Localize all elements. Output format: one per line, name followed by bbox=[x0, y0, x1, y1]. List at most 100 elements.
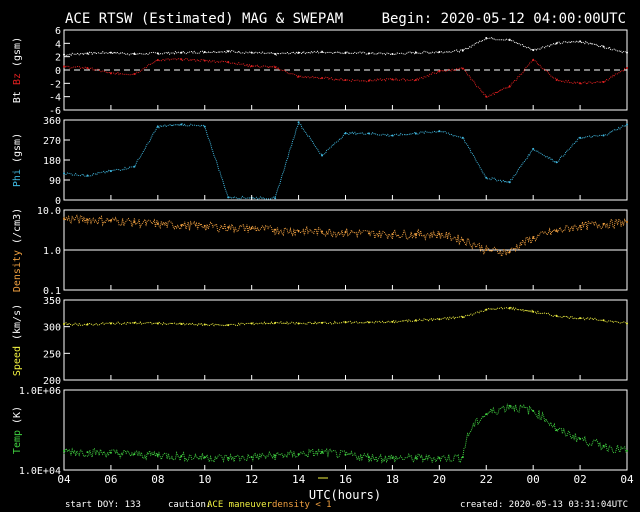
y-tick-label: 10.0 bbox=[37, 206, 61, 217]
x-tick-label: 12 bbox=[245, 473, 258, 486]
data-point bbox=[297, 453, 300, 456]
series-line bbox=[63, 403, 627, 464]
y-axis-label-part: Density bbox=[12, 244, 23, 292]
series-bz bbox=[63, 57, 628, 99]
data-point bbox=[391, 456, 394, 459]
panel-speed: 350 300 250 200 Speed (km/s) bbox=[12, 296, 628, 387]
x-tick-label: 04 bbox=[57, 473, 71, 486]
x-tick-label: 06 bbox=[104, 473, 117, 486]
x-tick-label: 02 bbox=[573, 473, 586, 486]
panel-frame bbox=[63, 389, 628, 471]
y-tick-label: 4 bbox=[55, 39, 61, 50]
series-bt bbox=[63, 36, 628, 57]
y-axis-label: Speed (km/s) bbox=[12, 304, 23, 376]
x-tick-label: 00 bbox=[527, 473, 540, 486]
y-tick-label: -4 bbox=[49, 93, 61, 104]
data-point bbox=[508, 85, 511, 88]
y-axis-label: Density (/cm3) bbox=[12, 208, 23, 292]
series-speed bbox=[63, 306, 628, 327]
data-point bbox=[532, 147, 535, 150]
created-time: created: 2020-05-13 03:31:04UTC bbox=[460, 500, 628, 510]
data-point bbox=[297, 121, 300, 124]
y-tick-label: 1.0E+06 bbox=[19, 386, 61, 397]
panel-frame bbox=[63, 299, 628, 381]
caution-maneuver: ACE maneuver bbox=[207, 500, 273, 510]
begin-time: Begin: 2020-05-12 04:00:00UTC bbox=[382, 11, 626, 27]
y-tick-label: 180 bbox=[43, 156, 61, 167]
x-tick-label: 20 bbox=[433, 473, 446, 486]
x-tick-label: 14 bbox=[292, 473, 306, 486]
data-point bbox=[626, 322, 628, 325]
panel-phi: 360 270 180 90 0 Phi (gsm) bbox=[12, 116, 628, 207]
x-tick-label: 04 bbox=[620, 473, 634, 486]
data-point bbox=[602, 444, 605, 447]
y-axis-label-part: (gsm) bbox=[12, 133, 23, 163]
y-axis-label-part: (km/s) bbox=[12, 304, 23, 340]
chart-title: ACE RTSW (Estimated) MAG & SWEPAM bbox=[65, 11, 343, 27]
data-point bbox=[321, 154, 324, 157]
series-phi bbox=[63, 121, 628, 200]
y-axis-label-part: Bz bbox=[12, 67, 23, 85]
x-tick-label: 22 bbox=[480, 473, 493, 486]
y-axis-label-part: (K) bbox=[12, 406, 23, 424]
series-temp bbox=[63, 403, 628, 464]
y-tick-label: -2 bbox=[49, 79, 61, 90]
data-point bbox=[344, 453, 347, 456]
data-point bbox=[626, 51, 628, 54]
data-point bbox=[626, 123, 628, 126]
y-axis-label: Bt Bz (gsm) bbox=[12, 37, 23, 103]
y-tick-label: 6 bbox=[55, 26, 61, 37]
data-point bbox=[626, 221, 628, 224]
y-tick-label: -6 bbox=[49, 106, 61, 117]
data-point bbox=[414, 132, 417, 135]
data-point bbox=[274, 228, 277, 231]
data-point bbox=[203, 224, 206, 227]
x-tick-label: 16 bbox=[339, 473, 352, 486]
data-point bbox=[508, 404, 511, 407]
series-line bbox=[63, 57, 627, 99]
series-line bbox=[63, 306, 627, 327]
y-tick-label: 0.1 bbox=[43, 286, 61, 297]
y-tick-label: 0 bbox=[55, 196, 61, 207]
y-tick-label: 1.0 bbox=[43, 246, 61, 257]
y-tick-label: 300 bbox=[43, 323, 61, 334]
y-axis-label-part: Bt bbox=[12, 85, 23, 103]
panel-mag: 6 4 2 0 -2 -4 -6 Bt Bz (gsm) bbox=[12, 26, 628, 117]
data-point bbox=[86, 451, 89, 454]
data-point bbox=[626, 449, 628, 452]
y-axis-label-part: (gsm) bbox=[12, 37, 23, 67]
caution-label: caution: bbox=[168, 500, 211, 510]
y-axis-label: Temp (K) bbox=[12, 406, 23, 454]
x-axis-label: UTC(hours) bbox=[309, 488, 381, 502]
caution-density: density < 1 bbox=[272, 500, 332, 510]
data-point bbox=[555, 229, 558, 232]
series-line bbox=[63, 36, 626, 57]
y-axis-label-part: Temp bbox=[12, 424, 23, 454]
y-tick-label: 2 bbox=[55, 53, 61, 64]
y-tick-label: 350 bbox=[43, 296, 61, 307]
panel-temp: 1.0E+06 1.0E+04 Temp (K) bbox=[12, 386, 628, 477]
x-tick-label: 08 bbox=[151, 473, 164, 486]
series-line bbox=[63, 214, 627, 258]
y-tick-label: 270 bbox=[43, 136, 61, 147]
y-tick-label: 360 bbox=[43, 116, 61, 127]
y-axis-label: Phi (gsm) bbox=[12, 133, 23, 187]
y-tick-label: 250 bbox=[43, 349, 61, 360]
y-tick-label: 0 bbox=[55, 66, 61, 77]
y-axis-label-part: (/cm3) bbox=[12, 208, 23, 244]
data-point bbox=[579, 224, 582, 227]
panel-density: 10.0 1.0 0.1 Density (/cm3) bbox=[12, 206, 628, 297]
y-axis-label-part: Phi bbox=[12, 163, 23, 187]
y-tick-label: 200 bbox=[43, 376, 61, 387]
data-point bbox=[109, 451, 112, 454]
series-line bbox=[63, 122, 627, 200]
y-axis-label-part: Speed bbox=[12, 340, 23, 376]
y-tick-label: 90 bbox=[49, 176, 61, 187]
x-tick-label: 18 bbox=[386, 473, 399, 486]
x-tick-label: 10 bbox=[198, 473, 211, 486]
data-point bbox=[321, 230, 324, 233]
data-point bbox=[297, 229, 300, 232]
data-point bbox=[485, 37, 488, 39]
data-point bbox=[274, 197, 277, 200]
